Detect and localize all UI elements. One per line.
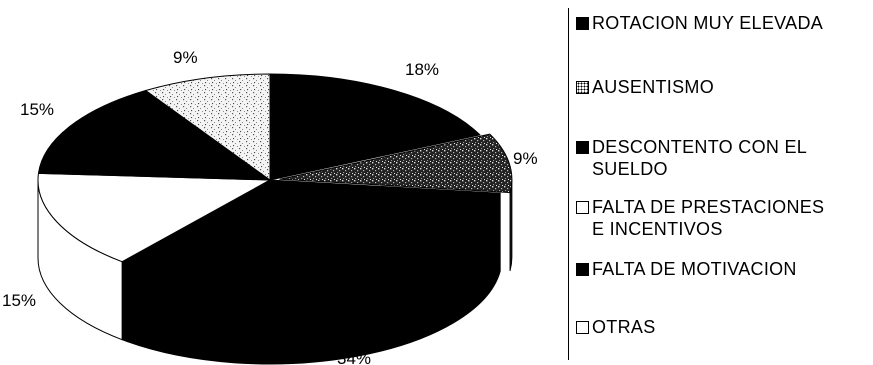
legend-item-prestaciones: FALTA DE PRESTACIONES E INCENTIVOS bbox=[576, 196, 857, 240]
legend-item-rotacion: ROTACION MUY ELEVADA bbox=[576, 12, 857, 34]
legend-item-ausentismo: AUSENTISMO bbox=[576, 76, 857, 98]
slice-label-rotacion: 18% bbox=[405, 60, 439, 79]
legend-swatch-icon bbox=[576, 141, 589, 154]
legend-item-descontento: DESCONTENTO CON EL SUELDO bbox=[576, 136, 857, 180]
legend-label: AUSENTISMO bbox=[592, 77, 715, 97]
legend-swatch-icon bbox=[576, 321, 589, 334]
pie-slice-ausentismo bbox=[279, 133, 513, 194]
slice-label-descontento: 34% bbox=[337, 349, 371, 365]
pie-slice-motivacion bbox=[37, 90, 271, 181]
legend-label: DESCONTENTO CON EL bbox=[592, 137, 808, 157]
slice-label-motivacion: 15% bbox=[20, 100, 54, 119]
legend-swatch-icon bbox=[576, 201, 589, 214]
pie-slice-descontento bbox=[121, 179, 501, 287]
slice-label-ausentismo: 9% bbox=[513, 149, 538, 168]
legend-label: OTRAS bbox=[592, 317, 656, 337]
slice-label-prestaciones: 15% bbox=[2, 291, 36, 310]
legend-swatch-icon bbox=[576, 263, 589, 276]
legend-label: FALTA DE MOTIVACION bbox=[592, 259, 797, 279]
legend-label-line2: E INCENTIVOS bbox=[592, 219, 723, 239]
slice-label-otras: 9% bbox=[173, 48, 198, 67]
legend-swatch-icon bbox=[576, 81, 589, 94]
legend-label: ROTACION MUY ELEVADA bbox=[592, 13, 824, 33]
pie-slice-rotacion bbox=[269, 73, 481, 181]
pie-chart: 18% 9% 34% 15% 15% 9% bbox=[2, 48, 538, 365]
legend-swatch-icon bbox=[576, 17, 589, 30]
legend-label: FALTA DE PRESTACIONES bbox=[592, 197, 825, 217]
pie-slice-prestaciones bbox=[37, 172, 271, 263]
pie-slice-otras bbox=[145, 73, 271, 181]
legend-item-otras: OTRAS bbox=[576, 316, 857, 338]
legend-item-motivacion: FALTA DE MOTIVACION bbox=[576, 258, 857, 280]
legend-label-line2: SUELDO bbox=[592, 159, 668, 179]
legend-divider bbox=[568, 8, 569, 360]
